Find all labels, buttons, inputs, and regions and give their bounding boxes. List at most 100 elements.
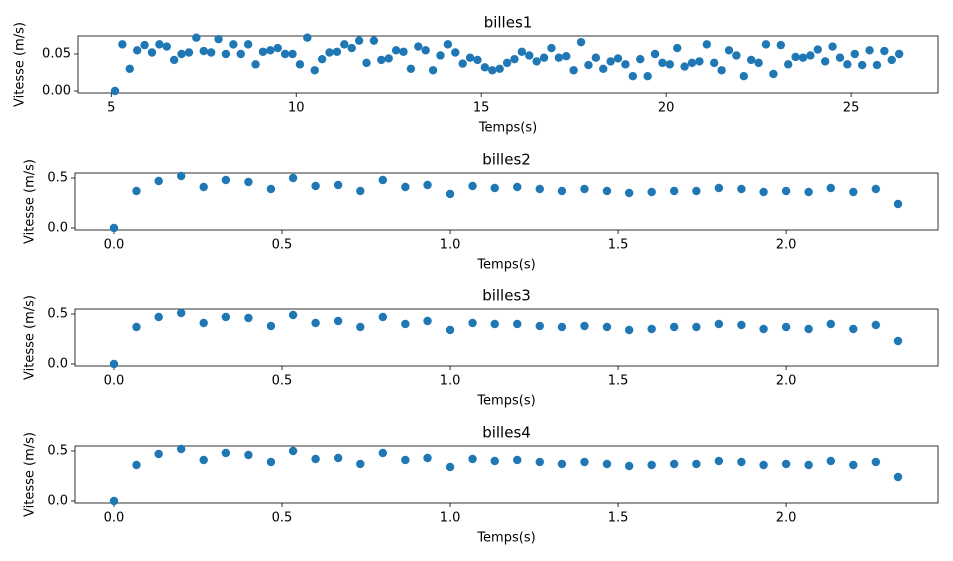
point xyxy=(288,49,297,59)
point xyxy=(109,496,119,506)
axes-frame xyxy=(77,35,939,94)
point xyxy=(110,86,120,96)
point xyxy=(804,324,813,334)
point xyxy=(177,49,186,59)
point xyxy=(414,42,423,51)
point xyxy=(584,60,593,70)
point xyxy=(647,324,656,334)
point xyxy=(692,459,701,469)
point xyxy=(125,64,134,73)
point xyxy=(406,64,416,73)
x-tick-label: 0.0 xyxy=(104,511,125,526)
point xyxy=(761,40,771,49)
point xyxy=(759,324,768,334)
point xyxy=(468,318,477,328)
y-tick-label: 0.5 xyxy=(47,444,68,459)
point xyxy=(871,457,881,467)
x-tick-label: 0.5 xyxy=(272,511,293,526)
y-tick-label: 0.5 xyxy=(47,171,68,186)
point xyxy=(443,40,453,49)
point xyxy=(624,188,634,198)
point xyxy=(132,186,141,196)
point xyxy=(759,187,768,197)
point xyxy=(643,71,652,81)
point xyxy=(843,60,852,69)
point xyxy=(423,180,432,190)
y-axis-label: Vitesse (m/s) xyxy=(23,159,38,244)
x-tick-label: 1.5 xyxy=(608,511,629,526)
point xyxy=(781,322,791,332)
x-tick-label: 0.5 xyxy=(272,238,293,253)
point xyxy=(599,64,608,73)
point xyxy=(893,472,903,482)
point xyxy=(356,186,365,196)
point xyxy=(176,308,186,318)
point xyxy=(680,62,689,71)
point xyxy=(562,52,571,61)
x-tick-label: 1.0 xyxy=(440,511,461,526)
point xyxy=(495,64,504,73)
point xyxy=(176,444,186,454)
point xyxy=(769,69,778,79)
point xyxy=(872,60,882,70)
point xyxy=(857,60,867,70)
point xyxy=(502,58,512,68)
y-tick-label: 0.5 xyxy=(47,307,68,322)
x-tick-label: 15 xyxy=(473,101,490,116)
point xyxy=(636,54,645,64)
point xyxy=(229,40,238,49)
point xyxy=(266,46,275,55)
point xyxy=(624,325,634,335)
point xyxy=(140,40,149,50)
point xyxy=(199,46,208,56)
point xyxy=(535,321,544,331)
point xyxy=(828,42,837,51)
point xyxy=(804,460,813,470)
point xyxy=(109,359,119,369)
x-tick-label: 2.0 xyxy=(776,374,797,389)
point xyxy=(488,66,497,75)
point xyxy=(513,182,522,192)
y-tick-label: 0.00 xyxy=(42,84,71,99)
point xyxy=(798,53,808,62)
point xyxy=(266,321,276,331)
point xyxy=(669,459,679,469)
point xyxy=(311,181,320,191)
chart-title: billes2 xyxy=(482,151,531,169)
point xyxy=(333,316,343,326)
point xyxy=(333,453,343,463)
point xyxy=(377,55,386,65)
point xyxy=(714,319,724,329)
point xyxy=(628,71,638,81)
point xyxy=(109,223,119,233)
point xyxy=(724,46,734,55)
point xyxy=(288,173,298,183)
point xyxy=(154,312,163,322)
x-tick-label: 2.0 xyxy=(776,238,797,253)
y-axis-label: Vitesse (m/s) xyxy=(23,295,38,380)
point xyxy=(354,36,364,45)
x-tick-label: 25 xyxy=(843,101,860,116)
point xyxy=(154,449,163,459)
point xyxy=(436,51,445,60)
point xyxy=(737,184,746,194)
chart-title: billes4 xyxy=(482,424,531,442)
point xyxy=(791,52,800,62)
x-tick-label: 5 xyxy=(107,101,115,116)
x-axis-label: Temps(s) xyxy=(476,531,535,546)
point xyxy=(401,182,410,192)
point xyxy=(806,51,815,60)
point xyxy=(480,63,490,72)
point xyxy=(702,40,712,49)
point xyxy=(266,184,276,194)
point xyxy=(887,55,896,65)
point xyxy=(445,325,455,335)
point xyxy=(118,40,127,49)
point xyxy=(647,460,656,470)
point xyxy=(576,37,586,47)
axes-frame xyxy=(74,172,939,231)
point xyxy=(781,459,791,469)
point xyxy=(356,322,365,332)
point xyxy=(714,183,724,193)
